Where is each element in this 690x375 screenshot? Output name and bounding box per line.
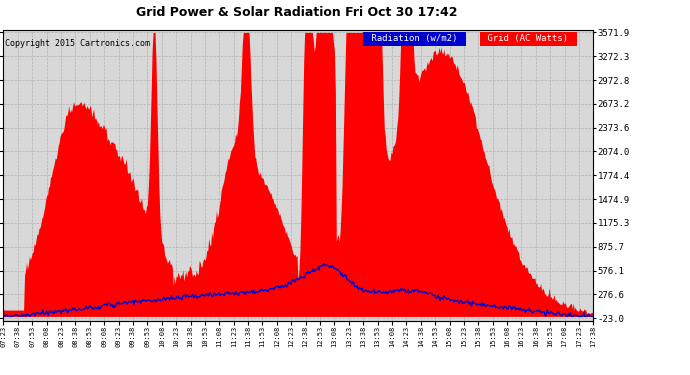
Text: Grid Power & Solar Radiation Fri Oct 30 17:42: Grid Power & Solar Radiation Fri Oct 30 … <box>136 6 457 19</box>
Text: Radiation (w/m2): Radiation (w/m2) <box>366 34 463 44</box>
Text: Copyright 2015 Cartronics.com: Copyright 2015 Cartronics.com <box>5 39 150 48</box>
Text: Grid (AC Watts): Grid (AC Watts) <box>482 34 574 44</box>
